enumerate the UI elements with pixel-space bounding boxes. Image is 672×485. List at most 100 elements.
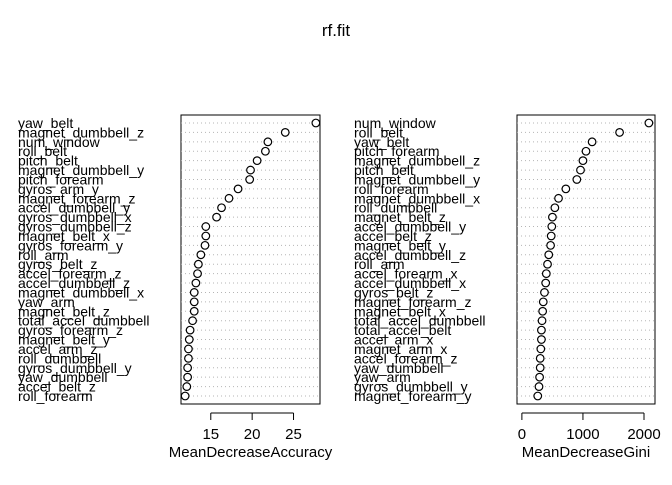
variable-label: pitch_forearm xyxy=(18,171,104,187)
importance-point xyxy=(263,137,273,147)
importance-point xyxy=(189,306,199,316)
variable-label: magnet_dumbbell_y xyxy=(354,171,480,187)
importance-point xyxy=(538,306,548,316)
variable-label: yaw_arm xyxy=(18,294,75,310)
importance-point xyxy=(644,118,654,128)
importance-point xyxy=(201,231,211,241)
importance-point xyxy=(540,288,549,297)
variable-label: accel_dumbbell_y xyxy=(354,219,466,235)
importance-point xyxy=(544,250,554,260)
importance-point xyxy=(554,193,563,203)
variable-label: accel_belt_z xyxy=(18,379,96,395)
importance-point xyxy=(581,146,591,156)
importance-point xyxy=(280,128,290,137)
variable-label: roll_dumbbell xyxy=(18,350,101,366)
variable-label: accel_arm_z xyxy=(18,341,97,357)
variable-label: roll_dumbbell xyxy=(354,200,437,216)
importance-point xyxy=(183,363,193,373)
variable-label: gyros_dumbbell_x xyxy=(18,209,132,225)
variable-label: magnet_dumbbell_z xyxy=(18,124,144,140)
importance-point xyxy=(182,382,192,391)
panel-mean-decrease-gini: num_windowroll_beltyaw_beltpitch_forearm… xyxy=(354,114,661,461)
variable-label: magnet_belt_y xyxy=(18,332,110,348)
variable-label: gyros_dumbbell_y xyxy=(18,360,132,376)
variable-label: roll_forearm xyxy=(18,388,93,404)
x-tick-label: 15 xyxy=(202,426,219,443)
variable-label: gyros_forearm_z xyxy=(18,322,123,338)
variable-label: total_accel_dumbbell xyxy=(18,313,150,329)
importance-point xyxy=(196,250,206,260)
variable-label: magnet_belt_x xyxy=(18,228,110,244)
importance-point xyxy=(183,372,193,382)
importance-point xyxy=(224,193,234,203)
variable-label: pitch_belt xyxy=(354,162,414,178)
importance-point xyxy=(260,146,270,156)
panel-mean-decrease-accuracy: yaw_beltmagnet_dumbbell_znum_windowroll_… xyxy=(18,114,333,461)
importance-point xyxy=(184,353,193,363)
importance-point xyxy=(193,269,202,279)
variable-label: yaw_arm xyxy=(354,369,411,385)
variable-label: magnet_dumbbell_z xyxy=(354,153,480,169)
variable-label: accel_dumbbell_y xyxy=(18,200,130,216)
variable-label: accel_forearm_z xyxy=(18,266,122,282)
figure-title: rf.fit xyxy=(322,21,351,40)
x-tick-label: 1000 xyxy=(566,426,599,443)
variable-label: yaw_belt xyxy=(354,134,409,150)
importance-point xyxy=(311,118,321,128)
importance-point xyxy=(535,363,545,373)
importance-point xyxy=(217,203,226,213)
variable-label: yaw_dumbbell xyxy=(18,369,108,385)
importance-point xyxy=(193,259,203,269)
importance-point xyxy=(191,278,201,288)
variable-label: accel_dumbbell_x xyxy=(354,275,466,291)
importance-point xyxy=(547,222,557,231)
variable-label: roll_belt xyxy=(18,143,67,159)
importance-point xyxy=(543,259,552,269)
variable-label: accel_dumbbell_z xyxy=(354,247,466,263)
x-axis-title: MeanDecreaseAccuracy xyxy=(169,444,333,461)
importance-point xyxy=(615,128,624,137)
importance-point xyxy=(535,372,544,382)
variable-label: roll_arm xyxy=(18,247,69,263)
variable-label: gyros_forearm_y xyxy=(18,237,123,253)
variable-label: yaw_belt xyxy=(18,115,73,131)
importance-point xyxy=(189,288,199,297)
variable-label: total_accel_dumbbell xyxy=(354,313,486,329)
importance-point xyxy=(541,269,551,279)
variable-label: gyros_belt_z xyxy=(354,284,433,300)
importance-point xyxy=(188,316,197,326)
variable-label: magnet_belt_x xyxy=(354,303,446,319)
variable-label: accel_dumbbell_z xyxy=(18,275,130,291)
importance-point xyxy=(245,175,255,184)
variable-label: accel_arm_x xyxy=(354,332,433,348)
importance-point xyxy=(535,353,545,363)
importance-point xyxy=(534,382,544,391)
variable-label: magnet_dumbbell_y xyxy=(18,162,144,178)
variable-label: roll_arm xyxy=(354,256,405,272)
x-tick-label: 25 xyxy=(285,426,302,443)
importance-point xyxy=(548,212,557,222)
importance-point xyxy=(184,335,194,344)
importance-point xyxy=(587,137,597,147)
variable-label: magnet_arm_x xyxy=(354,341,447,357)
variable-label: pitch_forearm xyxy=(354,143,440,159)
importance-point xyxy=(550,203,560,213)
variable-label: roll_forearm xyxy=(354,181,429,197)
variable-label: gyros_arm_y xyxy=(18,181,99,197)
variable-label: total_accel_belt xyxy=(354,322,451,338)
importance-point xyxy=(572,175,582,184)
x-axis-title: MeanDecreaseGini xyxy=(522,444,650,461)
importance-point xyxy=(561,184,571,194)
plot-frame xyxy=(516,114,656,405)
variable-label: gyros_dumbbell_z xyxy=(18,219,132,235)
variable-label: gyros_dumbbell_y xyxy=(354,379,468,395)
importance-point xyxy=(533,391,543,401)
variable-label: magnet_belt_y xyxy=(354,237,446,253)
variable-label: accel_forearm_x xyxy=(354,266,458,282)
importance-point xyxy=(200,240,210,250)
variable-label: num_window xyxy=(354,115,437,131)
importance-point xyxy=(541,278,551,288)
x-tick-label: 0 xyxy=(518,426,526,443)
